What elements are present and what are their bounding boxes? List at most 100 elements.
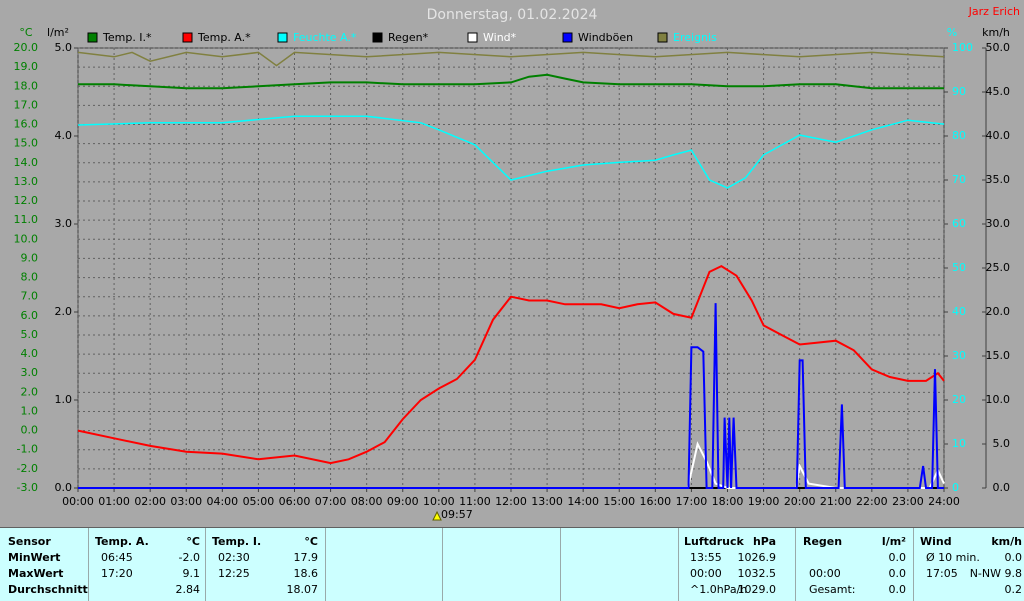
- axis-tick-label: 0.0: [55, 481, 73, 494]
- y-tick-label: 16.0: [14, 118, 39, 131]
- header: Luftdruck: [684, 535, 744, 548]
- y-tick-label: 18.0: [14, 79, 39, 92]
- y-tick-label: 4.0: [21, 347, 39, 360]
- header: Temp. I.: [212, 535, 262, 548]
- cell-value: 0.0: [888, 551, 907, 564]
- axis-tick-label: 50: [952, 261, 966, 274]
- y-tick-label: 11.0: [14, 213, 39, 226]
- legend-label: Ereignis: [673, 31, 717, 44]
- legend-label: Feuchte A.*: [293, 31, 357, 44]
- legend-swatch: [87, 32, 98, 43]
- separator: [88, 528, 89, 601]
- legend-swatch: [372, 32, 383, 43]
- row-label: MaxWert: [8, 567, 64, 580]
- y-tick-label: 19.0: [14, 60, 39, 73]
- axis-tick-label: 4.0: [55, 129, 73, 142]
- y-tick-label: 10.0: [14, 232, 39, 245]
- axis-tick-label: 40.0: [986, 129, 1011, 142]
- axis-unit: l/m²: [47, 26, 69, 39]
- header-unit: °C: [304, 535, 318, 548]
- cell-label: ^1.0hPa/h: [690, 583, 748, 596]
- cell-label: 02:30: [218, 551, 250, 564]
- x-tick-label: 03:00: [170, 495, 202, 508]
- cell-value: 2.84: [175, 583, 201, 596]
- axis-tick-label: 60: [952, 217, 966, 230]
- axis-tick-label: 5.0: [993, 437, 1011, 450]
- cell-label: 12:25: [218, 567, 250, 580]
- cell-value: N-NW 9.8: [969, 567, 1022, 580]
- legend-swatch: [467, 32, 478, 43]
- y-tick-label: 12.0: [14, 194, 39, 207]
- cell-value: 1029.0: [737, 583, 777, 596]
- legend-label: Wind*: [483, 31, 517, 44]
- x-tick-label: 20:00: [784, 495, 816, 508]
- header-unit: °C: [186, 535, 200, 548]
- x-tick-label: 23:00: [892, 495, 924, 508]
- y-tick-label: 2.0: [21, 385, 39, 398]
- stats-table: Sensor MinWert MaxWert Durchschnitt Temp. A.…: [0, 527, 1024, 601]
- axis-tick-label: 0: [952, 481, 959, 494]
- axis-tick-label: 30.0: [986, 217, 1011, 230]
- series-line: [78, 303, 944, 489]
- x-tick-label: 14:00: [567, 495, 599, 508]
- station-name: Jarz Erich: [968, 5, 1020, 18]
- cell-value: 0.0: [888, 583, 907, 596]
- annotation-label: 09:57: [441, 508, 473, 521]
- x-tick-label: 17:00: [676, 495, 708, 508]
- legend-swatch: [657, 32, 668, 43]
- legend-label: Temp. A.*: [197, 31, 251, 44]
- cell-label: 17:20: [101, 567, 133, 580]
- y-tick-label: -2.0: [17, 462, 38, 475]
- axis-unit: km/h: [982, 26, 1010, 39]
- axis-tick-label: 90: [952, 85, 966, 98]
- axis-tick-label: 100: [952, 41, 973, 54]
- y-tick-label: 14.0: [14, 156, 39, 169]
- chart-title: Donnerstag, 01.02.2024: [427, 7, 598, 23]
- axis-unit: °C: [19, 26, 33, 39]
- x-tick-label: 10:00: [423, 495, 455, 508]
- x-tick-label: 04:00: [206, 495, 238, 508]
- axis-unit: %: [947, 26, 957, 39]
- cell-value: 1032.5: [737, 567, 777, 580]
- header: Temp. A.: [95, 535, 149, 548]
- legend-label: Temp. I.*: [102, 31, 152, 44]
- y-tick-label: 17.0: [14, 98, 39, 111]
- cell-label: 17:05: [926, 567, 958, 580]
- x-tick-label: 19:00: [748, 495, 780, 508]
- y-tick-label: -1.0: [17, 443, 38, 456]
- y-tick-label: -3.0: [17, 481, 38, 494]
- axis-tick-label: 80: [952, 129, 966, 142]
- axis-tick-label: 5.0: [55, 41, 73, 54]
- series-line: [77, 51, 945, 67]
- cell-label: 00:00: [809, 567, 841, 580]
- x-tick-label: 21:00: [820, 495, 852, 508]
- x-tick-label: 00:00: [62, 495, 94, 508]
- separator: [560, 528, 561, 601]
- x-tick-label: 09:00: [387, 495, 419, 508]
- cell-value: -2.0: [178, 551, 200, 564]
- header: Wind: [920, 535, 952, 548]
- cell-label: 13:55: [690, 551, 722, 564]
- y-tick-label: 0.0: [21, 424, 39, 437]
- header-unit: km/h: [991, 535, 1022, 548]
- x-tick-label: 13:00: [531, 495, 563, 508]
- header-unit: hPa: [752, 535, 776, 548]
- axis-tick-label: 70: [952, 173, 966, 186]
- separator: [795, 528, 796, 601]
- separator: [442, 528, 443, 601]
- row-label: Durchschnitt: [8, 583, 88, 596]
- separator: [325, 528, 326, 601]
- axis-tick-label: 15.0: [986, 349, 1011, 362]
- legend-swatch: [562, 32, 573, 43]
- axis-tick-label: 45.0: [986, 85, 1011, 98]
- axis-tick-label: 2.0: [55, 305, 73, 318]
- x-tick-label: 11:00: [459, 495, 491, 508]
- cell-label: Gesamt:: [809, 583, 856, 596]
- cell-value: 18.07: [286, 583, 319, 596]
- header: Sensor: [8, 535, 51, 548]
- header-unit: l/m²: [881, 535, 906, 548]
- legend-label: Windböen: [578, 31, 633, 44]
- series-line: [78, 73, 944, 90]
- y-tick-label: 20.0: [14, 41, 39, 54]
